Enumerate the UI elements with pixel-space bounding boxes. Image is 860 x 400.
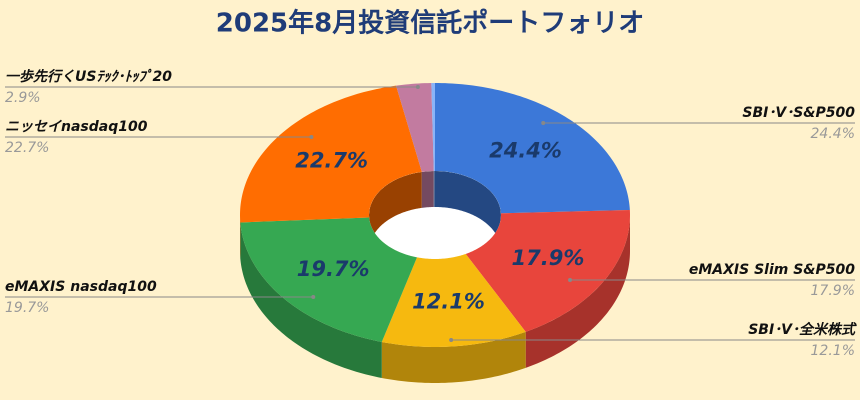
- slice-inner-wall: [369, 171, 422, 251]
- leader-dot: [309, 135, 314, 139]
- slice-label: 19.7%: [297, 257, 370, 281]
- leader-dot: [541, 121, 546, 125]
- slice-inner-wall: [433, 171, 435, 208]
- slice-side: [381, 331, 526, 383]
- slice-label: 17.9%: [512, 246, 585, 270]
- slice: [396, 83, 434, 172]
- slice-value: 2.9%: [5, 90, 41, 106]
- leader-dot: [415, 85, 420, 89]
- slice-name: eMAXIS nasdaq100: [5, 279, 157, 295]
- slice-label: 24.4%: [489, 139, 562, 163]
- slice-inner-wall: [435, 171, 501, 250]
- slice-value: 22.7%: [5, 140, 49, 156]
- slice-name: SBI･V･S&P500: [742, 105, 855, 121]
- slice-value: 24.4%: [811, 126, 855, 142]
- slice-inner-wall: [421, 171, 434, 208]
- slice: [465, 210, 630, 332]
- leader-dot: [311, 295, 316, 299]
- slice-name: SBI･V･全米株式: [748, 321, 857, 338]
- slice: [435, 83, 630, 214]
- slice-label: 22.7%: [295, 148, 368, 172]
- slice-side: [525, 215, 630, 368]
- slice-value: 12.1%: [811, 343, 855, 359]
- slice: [240, 85, 422, 223]
- slice: [431, 83, 435, 172]
- leader-dot: [449, 338, 454, 342]
- slice-value: 17.9%: [811, 283, 855, 299]
- leader-dot: [568, 278, 573, 282]
- chart-title: 2025年8月投資信託ポートフォリオ: [216, 8, 644, 39]
- slice-name: eMAXIS Slim S&P500: [689, 262, 855, 278]
- slice-name: ニッセイnasdaq100: [5, 119, 148, 135]
- slice: [240, 217, 417, 342]
- slice-name: 一歩先行くUSﾃｯｸ･ﾄｯﾌﾟ20: [5, 68, 172, 85]
- slice: [381, 253, 526, 347]
- slice-label: 12.1%: [412, 290, 485, 314]
- slice-side: [240, 222, 382, 378]
- slice-value: 19.7%: [5, 300, 49, 316]
